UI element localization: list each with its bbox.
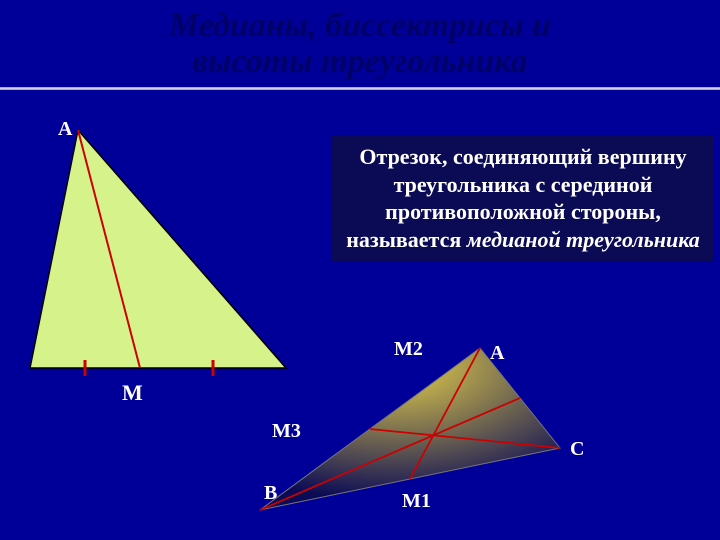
vertex-label: M <box>122 380 143 406</box>
vertex-label: B <box>264 482 277 505</box>
vertex-label: M2 <box>394 338 423 361</box>
geometry-canvas <box>0 0 720 540</box>
vertex-label: A <box>490 342 504 365</box>
vertex-label: M1 <box>402 490 431 513</box>
vertex-label: C <box>570 438 584 461</box>
vertex-label: A <box>58 118 72 141</box>
vertex-label: M3 <box>272 420 301 443</box>
triangle-1 <box>30 130 286 376</box>
triangle-2 <box>260 348 560 510</box>
